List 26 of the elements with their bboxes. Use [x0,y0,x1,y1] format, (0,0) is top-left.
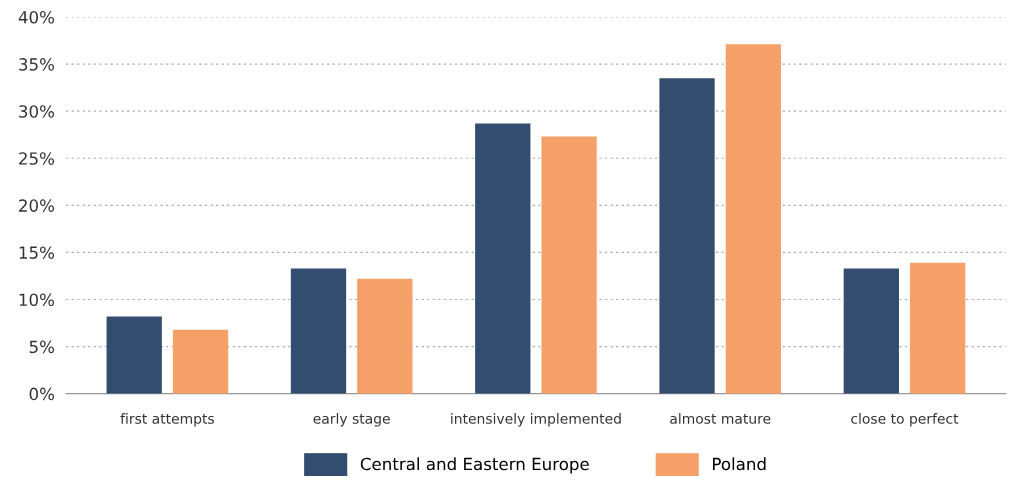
x-tick-label: first attempts [120,413,214,427]
x-tick-label: early stage [313,413,390,427]
bar [106,316,162,394]
bar [659,78,715,394]
legend-label: Central and Eastern Europe [360,457,589,474]
x-tick-label: intensively implemented [451,413,621,427]
bar [290,268,347,394]
legend-label: Poland [713,457,766,471]
bar [910,262,966,394]
bar [541,136,597,394]
y-tick-label: 40% [18,10,55,24]
bar [725,44,782,394]
y-tick-label: 10% [19,293,55,307]
y-tick-label: 0% [29,387,55,401]
y-tick-label: 25% [19,152,55,165]
y-tick-label: 5% [29,340,55,354]
y-tick-label: 15% [19,246,55,259]
bar [475,123,531,394]
bar [843,268,899,394]
x-tick-label: almost mature [670,413,771,424]
x-tick-label: close to perfect [851,413,959,427]
bar [172,329,229,394]
y-tick-label: 35% [19,58,55,71]
y-tick-label: 30% [19,105,55,118]
bar [357,278,413,394]
y-tick-label: 20% [19,199,55,212]
